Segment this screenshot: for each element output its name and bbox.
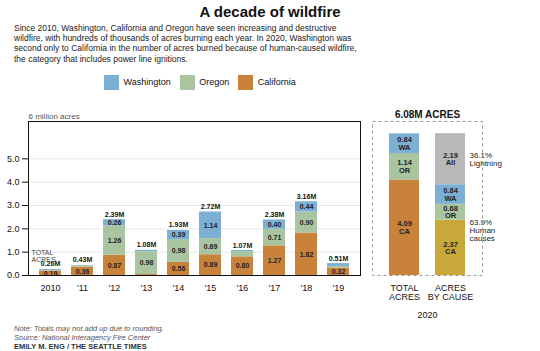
svg-text:0.90: 0.90	[300, 219, 314, 226]
svg-text:2.39M: 2.39M	[105, 211, 125, 218]
svg-text:'14: '14	[173, 283, 185, 293]
svg-text:0.51M: 0.51M	[329, 255, 349, 262]
svg-text:6.08M ACRES: 6.08M ACRES	[395, 109, 461, 120]
svg-text:1.08M: 1.08M	[137, 242, 157, 249]
svg-text:'17: '17	[269, 283, 281, 293]
svg-text:1.07M: 1.07M	[233, 242, 253, 249]
svg-text:0.26M: 0.26M	[40, 260, 61, 268]
svg-text:0.68OR: 0.68OR	[443, 204, 458, 221]
svg-text:0.44: 0.44	[300, 203, 314, 210]
svg-text:1.14: 1.14	[204, 222, 218, 229]
svg-text:5.0: 5.0	[7, 154, 20, 164]
svg-text:ACRESBY CAUSE: ACRESBY CAUSE	[428, 283, 473, 302]
svg-text:0.98: 0.98	[172, 247, 186, 254]
svg-text:0.84WA: 0.84WA	[397, 136, 412, 153]
svg-text:0.87: 0.87	[108, 262, 122, 269]
svg-text:2010: 2010	[40, 283, 60, 293]
svg-text:2.19All: 2.19All	[443, 151, 458, 168]
html-text:Human: Human	[469, 225, 496, 235]
html-text:63.9%: 63.9%	[469, 217, 493, 227]
svg-text:6 million acres: 6 million acres	[29, 112, 80, 121]
svg-text:2.38M: 2.38M	[265, 211, 285, 218]
html-text:A decade of wildfire: A decade of wildfire	[199, 3, 341, 20]
svg-text:'19: '19	[333, 283, 345, 293]
html-text:California: California	[257, 77, 296, 88]
svg-text:'16: '16	[237, 283, 249, 293]
svg-text:0.39: 0.39	[172, 232, 186, 239]
svg-text:0.40: 0.40	[268, 221, 282, 228]
svg-text:0.56: 0.56	[172, 265, 186, 272]
svg-text:0.43M: 0.43M	[73, 257, 93, 264]
svg-text:0.89: 0.89	[204, 262, 218, 269]
svg-text:'15: '15	[205, 283, 217, 293]
svg-text:36.1%Lightning: 36.1%Lightning	[470, 151, 502, 168]
svg-text:0.36: 0.36	[76, 268, 90, 275]
svg-text:0.26: 0.26	[108, 219, 122, 226]
svg-text:0.32: 0.32	[332, 268, 346, 275]
svg-text:1.93M: 1.93M	[169, 222, 189, 229]
html-text:Source: National Interagency F: Source: National Interagency Fire Center	[14, 333, 151, 343]
svg-text:'11: '11	[77, 283, 88, 293]
svg-text:0.19: 0.19	[43, 269, 58, 277]
svg-text:3.16M: 3.16M	[297, 193, 317, 200]
html-text:EMILY M. ENG / THE SEATTLE TIM: EMILY M. ENG / THE SEATTLE TIMES	[14, 342, 147, 351]
svg-text:'12: '12	[109, 283, 121, 293]
svg-text:3.0: 3.0	[7, 201, 20, 211]
svg-text:0.84WA: 0.84WA	[443, 186, 458, 203]
html-text:Note: Totals may not add up du: Note: Totals may not add up due to round…	[14, 324, 164, 334]
svg-text:'13: '13	[141, 283, 153, 293]
svg-text:0.0: 0.0	[7, 271, 20, 281]
svg-text:1.0: 1.0	[7, 247, 20, 257]
svg-text:0.98: 0.98	[140, 260, 154, 267]
svg-text:2.37CA: 2.37CA	[443, 240, 458, 257]
svg-text:0.71: 0.71	[268, 234, 282, 241]
svg-text:1.82: 1.82	[300, 251, 314, 258]
svg-text:2.0: 2.0	[7, 224, 20, 234]
html-text:Washington: Washington	[123, 77, 171, 88]
svg-text:'18: '18	[301, 283, 313, 293]
svg-text:1.26: 1.26	[108, 237, 122, 244]
svg-text:1.14OR: 1.14OR	[397, 159, 412, 176]
svg-text:2020: 2020	[417, 310, 437, 320]
svg-text:0.80: 0.80	[236, 263, 250, 270]
html-text:Since 2010, Washington, Califo: Since 2010, Washington, California and O…	[14, 23, 357, 64]
svg-text:1.27: 1.27	[268, 257, 282, 264]
html-text:causes: causes	[469, 233, 495, 243]
svg-text:4.0: 4.0	[7, 177, 20, 187]
svg-text:4.09CA: 4.09CA	[397, 220, 412, 237]
svg-text:TOTALACRES: TOTALACRES	[389, 283, 420, 302]
html-text:Oregon: Oregon	[199, 77, 230, 88]
svg-text:2.72M: 2.72M	[201, 203, 221, 210]
svg-text:0.69: 0.69	[204, 243, 218, 250]
svg-text:TOTALACRES: TOTALACRES	[32, 249, 56, 263]
